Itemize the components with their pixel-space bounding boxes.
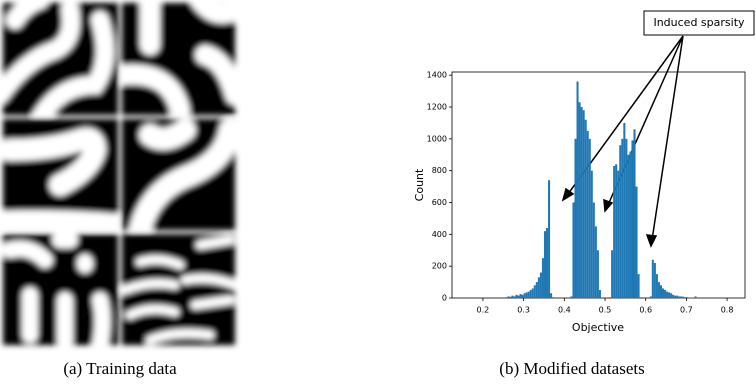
y-tick-label: 400 bbox=[432, 230, 447, 239]
bar bbox=[640, 297, 642, 298]
bar bbox=[656, 274, 658, 298]
bar bbox=[505, 297, 507, 298]
bar bbox=[686, 297, 688, 298]
bar bbox=[572, 203, 574, 298]
bar bbox=[546, 228, 548, 298]
bar bbox=[599, 290, 601, 298]
x-tick-label: 0.5 bbox=[599, 306, 612, 315]
bar bbox=[509, 297, 511, 298]
annotation: Induced sparsity bbox=[653, 16, 745, 29]
x-tick-label: 0.7 bbox=[680, 306, 693, 315]
bar bbox=[536, 282, 538, 298]
bar bbox=[638, 274, 640, 298]
y-tick-label: 1400 bbox=[427, 71, 447, 80]
bar bbox=[619, 145, 621, 298]
bar bbox=[611, 250, 613, 298]
bar bbox=[530, 290, 532, 298]
bar bbox=[662, 288, 664, 298]
bar bbox=[581, 107, 583, 298]
bar bbox=[593, 203, 595, 298]
bar bbox=[623, 123, 625, 298]
bar bbox=[528, 292, 530, 298]
bar bbox=[660, 285, 662, 298]
bar bbox=[627, 155, 629, 298]
y-tick-label: 0 bbox=[442, 294, 447, 303]
bar bbox=[625, 139, 627, 298]
bar bbox=[540, 273, 542, 298]
bar bbox=[674, 296, 676, 298]
bar bbox=[585, 120, 587, 298]
bar bbox=[633, 129, 635, 298]
y-tick-label: 800 bbox=[432, 166, 447, 175]
bar bbox=[678, 296, 680, 298]
caption: (a) Training data bbox=[63, 359, 177, 378]
bar bbox=[534, 285, 536, 298]
bar bbox=[570, 296, 572, 298]
bar bbox=[550, 293, 552, 298]
bar bbox=[522, 295, 524, 298]
x-axis-label: Objective bbox=[572, 321, 624, 334]
bar bbox=[552, 297, 554, 298]
x-tick-label: 0.2 bbox=[477, 306, 490, 315]
bar bbox=[587, 131, 589, 298]
bar bbox=[682, 297, 684, 298]
bar bbox=[542, 258, 544, 298]
bar bbox=[672, 295, 674, 298]
x-tick-label: 0.4 bbox=[558, 306, 571, 315]
bar bbox=[583, 110, 585, 298]
bar bbox=[684, 297, 686, 298]
bar bbox=[617, 171, 619, 298]
bar bbox=[548, 180, 550, 298]
bar bbox=[670, 293, 672, 298]
bar bbox=[666, 292, 668, 298]
bar bbox=[654, 263, 656, 298]
y-tick-label: 1200 bbox=[427, 103, 447, 112]
bar bbox=[695, 296, 697, 298]
bar bbox=[595, 226, 597, 298]
bar bbox=[621, 139, 623, 298]
bar bbox=[664, 290, 666, 298]
bar bbox=[577, 82, 579, 298]
bar bbox=[658, 282, 660, 298]
y-tick-label: 600 bbox=[432, 198, 447, 207]
bar bbox=[526, 292, 528, 298]
bar bbox=[511, 296, 513, 298]
bar bbox=[544, 231, 546, 298]
bar bbox=[589, 139, 591, 298]
training-images bbox=[0, 0, 235, 345]
bar bbox=[513, 296, 515, 298]
bar bbox=[524, 293, 526, 298]
x-tick-label: 0.6 bbox=[639, 306, 652, 315]
bar bbox=[515, 295, 517, 298]
figure: (a) Training data (b) Modified datasets … bbox=[0, 0, 756, 383]
bar bbox=[574, 139, 576, 298]
y-tick-label: 1000 bbox=[427, 134, 447, 143]
bar bbox=[652, 260, 654, 298]
bar bbox=[579, 102, 581, 298]
bar bbox=[650, 296, 652, 298]
y-tick-label: 200 bbox=[432, 262, 447, 271]
caption: (b) Modified datasets bbox=[499, 359, 644, 378]
bar bbox=[520, 294, 522, 298]
bar bbox=[591, 171, 593, 298]
x-tick-label: 0.3 bbox=[517, 306, 530, 315]
x-tick-label: 0.8 bbox=[721, 306, 734, 315]
bar bbox=[532, 288, 534, 298]
bar bbox=[668, 292, 670, 298]
bar bbox=[636, 187, 638, 298]
bar bbox=[615, 164, 617, 298]
bar bbox=[507, 296, 509, 298]
bar bbox=[631, 140, 633, 298]
bar bbox=[680, 296, 682, 298]
bar bbox=[629, 152, 631, 298]
bar bbox=[538, 277, 540, 298]
y-axis-label: Count bbox=[413, 168, 426, 201]
bar bbox=[609, 297, 611, 298]
bar bbox=[518, 296, 520, 298]
bar bbox=[676, 296, 678, 298]
bar bbox=[597, 250, 599, 298]
bar bbox=[613, 166, 615, 298]
